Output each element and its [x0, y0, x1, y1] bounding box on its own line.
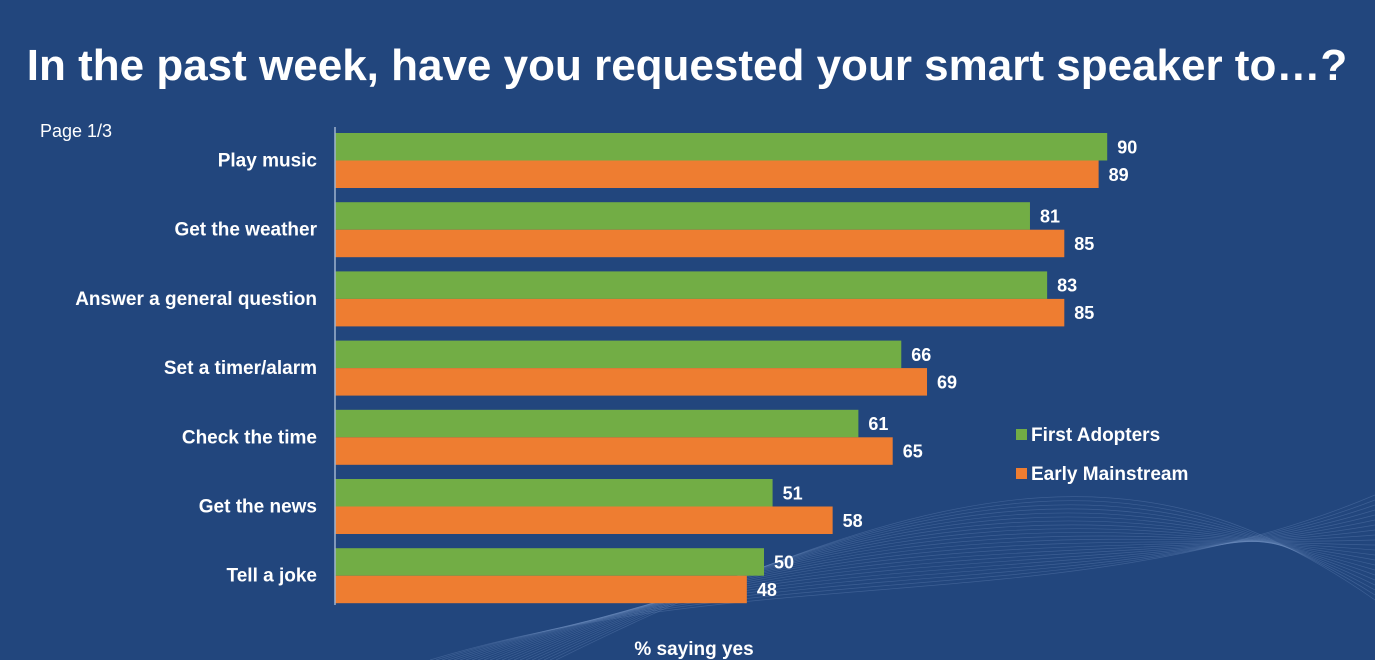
data-label: 69 — [937, 372, 957, 392]
decorative-wave-line — [447, 509, 1375, 660]
data-label: 85 — [1074, 303, 1094, 323]
decorative-wave-lines — [429, 494, 1375, 660]
value-labels: 90 89 81 85 83 85 66 69 61 65 51 58 50 48 — [757, 137, 1137, 600]
legend-swatch — [1016, 468, 1027, 479]
data-label: 58 — [843, 511, 863, 531]
data-label: 89 — [1109, 165, 1129, 185]
category-label: Check the time — [182, 427, 317, 448]
bar-early-mainstream — [335, 229, 1065, 258]
category-label: Play music — [218, 151, 318, 172]
legend-swatch — [1016, 429, 1027, 440]
category-label: Tell a joke — [227, 566, 317, 587]
category-label: Set a timer/alarm — [164, 358, 317, 379]
bar-first-adopters — [335, 133, 1108, 161]
data-label: 65 — [903, 442, 923, 462]
bar-first-adopters — [335, 479, 773, 507]
bar-early-mainstream — [335, 437, 893, 465]
x-axis-label: % saying yes — [634, 639, 753, 660]
decorative-wave-line — [477, 534, 1375, 660]
data-label: 85 — [1074, 234, 1094, 254]
category-label: Answer a general question — [75, 289, 317, 310]
bar-first-adopters — [335, 409, 859, 438]
decorative-wave-line — [441, 504, 1375, 660]
data-label: 81 — [1040, 206, 1060, 226]
chart-title: In the past week, have you requested you… — [27, 41, 1347, 90]
data-label: 61 — [868, 414, 888, 434]
decorative-wave-line — [495, 535, 1375, 660]
bar-early-mainstream — [335, 506, 833, 534]
legend: First Adopters Early Mainstream — [1016, 425, 1188, 485]
bar-early-mainstream — [335, 368, 928, 396]
decorative-wave-line — [453, 514, 1375, 660]
decorative-wave-line — [435, 499, 1375, 660]
bar-first-adopters — [335, 202, 1030, 230]
decorative-wave-line — [483, 539, 1375, 660]
data-label: 48 — [757, 580, 777, 600]
data-label: 90 — [1117, 137, 1137, 157]
bar-early-mainstream — [335, 575, 747, 604]
decorative-wave-line — [489, 538, 1375, 660]
bar-early-mainstream — [335, 160, 1099, 188]
decorative-wave-line — [459, 519, 1375, 660]
decorative-wave-line — [471, 529, 1375, 660]
page-indicator: Page 1/3 — [40, 121, 112, 141]
data-label: 83 — [1057, 276, 1077, 296]
bar-first-adopters — [335, 271, 1048, 299]
decorative-wave-line — [465, 524, 1375, 660]
bar-first-adopters — [335, 340, 902, 369]
category-label: Get the weather — [174, 220, 317, 241]
category-label: Get the news — [199, 497, 317, 518]
bar-early-mainstream — [335, 298, 1065, 327]
category-labels: Play music Get the weather Answer a genera… — [75, 151, 317, 587]
data-label: 50 — [774, 552, 794, 572]
data-label: 51 — [783, 483, 803, 503]
legend-label: Early Mainstream — [1031, 464, 1188, 485]
data-label: 66 — [911, 345, 931, 365]
bar-first-adopters — [335, 548, 764, 576]
decorative-wave-line — [429, 494, 1375, 660]
legend-label: First Adopters — [1031, 425, 1160, 446]
bars-group — [335, 133, 1108, 604]
